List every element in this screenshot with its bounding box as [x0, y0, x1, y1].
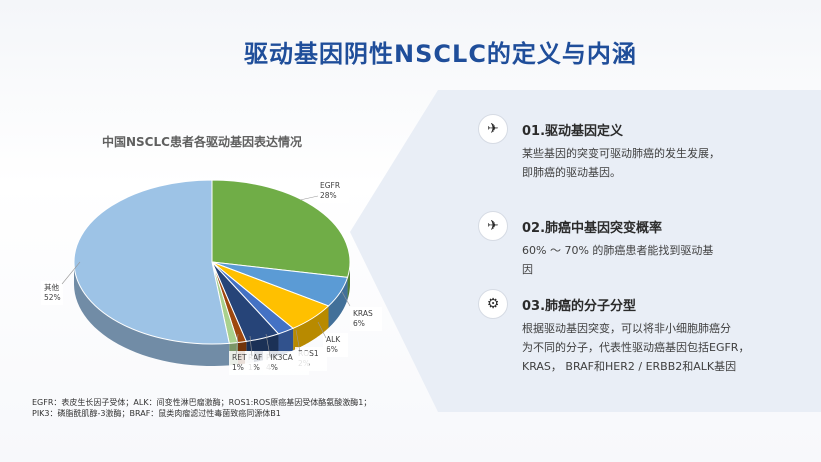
leader-line [295, 329, 301, 353]
data-label-name: KRAS [353, 309, 373, 318]
pin-icon: ✈ [478, 114, 508, 144]
section-body: 60% ～ 70% 的肺癌患者能找到驱动基 因 [522, 241, 782, 279]
section-title: 01.驱动基因定义 [522, 124, 624, 139]
leader-line [299, 195, 319, 201]
section-line: 因 [522, 263, 533, 276]
data-label-name: EGFR [320, 181, 340, 190]
data-label-percent: 28% [320, 191, 337, 200]
leader-line [249, 335, 253, 357]
section-line: 60% ～ 70% 的肺癌患者能找到驱动基 [522, 244, 714, 257]
section-line: KRAS， BRAF和HER2 / ERBB2和ALK基因 [522, 360, 737, 373]
pie-slice-其他 [73, 179, 230, 345]
data-label-name: RAF [248, 353, 262, 362]
section-body: 根据驱动基因突变，可以将非小细胞肺癌分 为不同的分子，代表性驱动癌基因包括EGF… [522, 319, 782, 376]
data-label-box [41, 281, 63, 305]
pie-slice-EGFR [211, 179, 351, 278]
pie-top [73, 179, 351, 345]
section-body: 某些基因的突变可驱动肺癌的发生发展， 即肺癌的驱动基因。 [522, 144, 782, 182]
data-label-box [350, 307, 382, 331]
footnote-line: PIK3：磷脂酰肌醇-3激酶；BRAF：鼠类肉瘤滤过性毒菌致癌同源体B1 [32, 409, 281, 418]
pie-side-ALK [293, 305, 329, 351]
chart-title: 中国NSCLC患者各驱动基因表达情况 [102, 135, 302, 149]
data-label-name: 其他 [44, 282, 59, 292]
data-label-name: ALK [326, 335, 341, 344]
footnote: EGFR：表皮生长因子受体；ALK：间变性淋巴瘤激酶；ROS1:ROS原癌基因受… [32, 397, 432, 419]
pie-side-其他 [74, 262, 230, 366]
gear-icon: ⚙ [478, 289, 508, 319]
leader-line [235, 333, 239, 357]
data-label-name: RET [232, 353, 247, 362]
data-label-name: PIK3CA [266, 353, 294, 362]
pie-labels: EGFR28%KRAS6%ALK6%ROS12%PIK3CA4%RAF1%RET… [41, 179, 382, 375]
slide-title: 驱动基因阴性NSCLC的定义与内涵 [244, 40, 637, 68]
data-label-percent: 1% [232, 363, 244, 372]
pie-side-ROS1 [278, 328, 294, 356]
data-label-percent: 52% [44, 293, 61, 302]
pie-sides [74, 262, 350, 366]
leader-lines [61, 195, 351, 357]
pin-icon: ✈ [478, 211, 508, 241]
data-label-percent: 4% [266, 363, 278, 372]
info-panel [438, 90, 821, 412]
section-title: 03.肺癌的分子分型 [522, 299, 637, 314]
data-label-box [263, 351, 309, 375]
section-line: 根据驱动基因突变，可以将非小细胞肺癌分 [522, 322, 731, 335]
data-label-percent: 6% [353, 319, 365, 328]
pie-side-KRAS [328, 277, 348, 328]
footnote-line: EGFR：表皮生长因子受体；ALK：间变性淋巴瘤激酶；ROS1:ROS原癌基因受… [32, 398, 372, 407]
section-line: 某些基因的突变可驱动肺癌的发生发展， [522, 147, 720, 160]
data-label-box [229, 351, 254, 375]
leader-line [317, 321, 327, 339]
data-label-percent: 6% [326, 345, 338, 354]
leader-line [265, 333, 271, 357]
data-label-box [317, 179, 349, 203]
leader-line [341, 291, 351, 307]
section-line: 即肺癌的驱动基因。 [522, 166, 621, 179]
section-line: 为不同的分子，代表性驱动癌基因包括EGFR， [522, 341, 750, 354]
data-label-box [323, 333, 348, 357]
leader-line [61, 261, 81, 285]
section-title: 02.肺癌中基因突变概率 [522, 221, 663, 236]
